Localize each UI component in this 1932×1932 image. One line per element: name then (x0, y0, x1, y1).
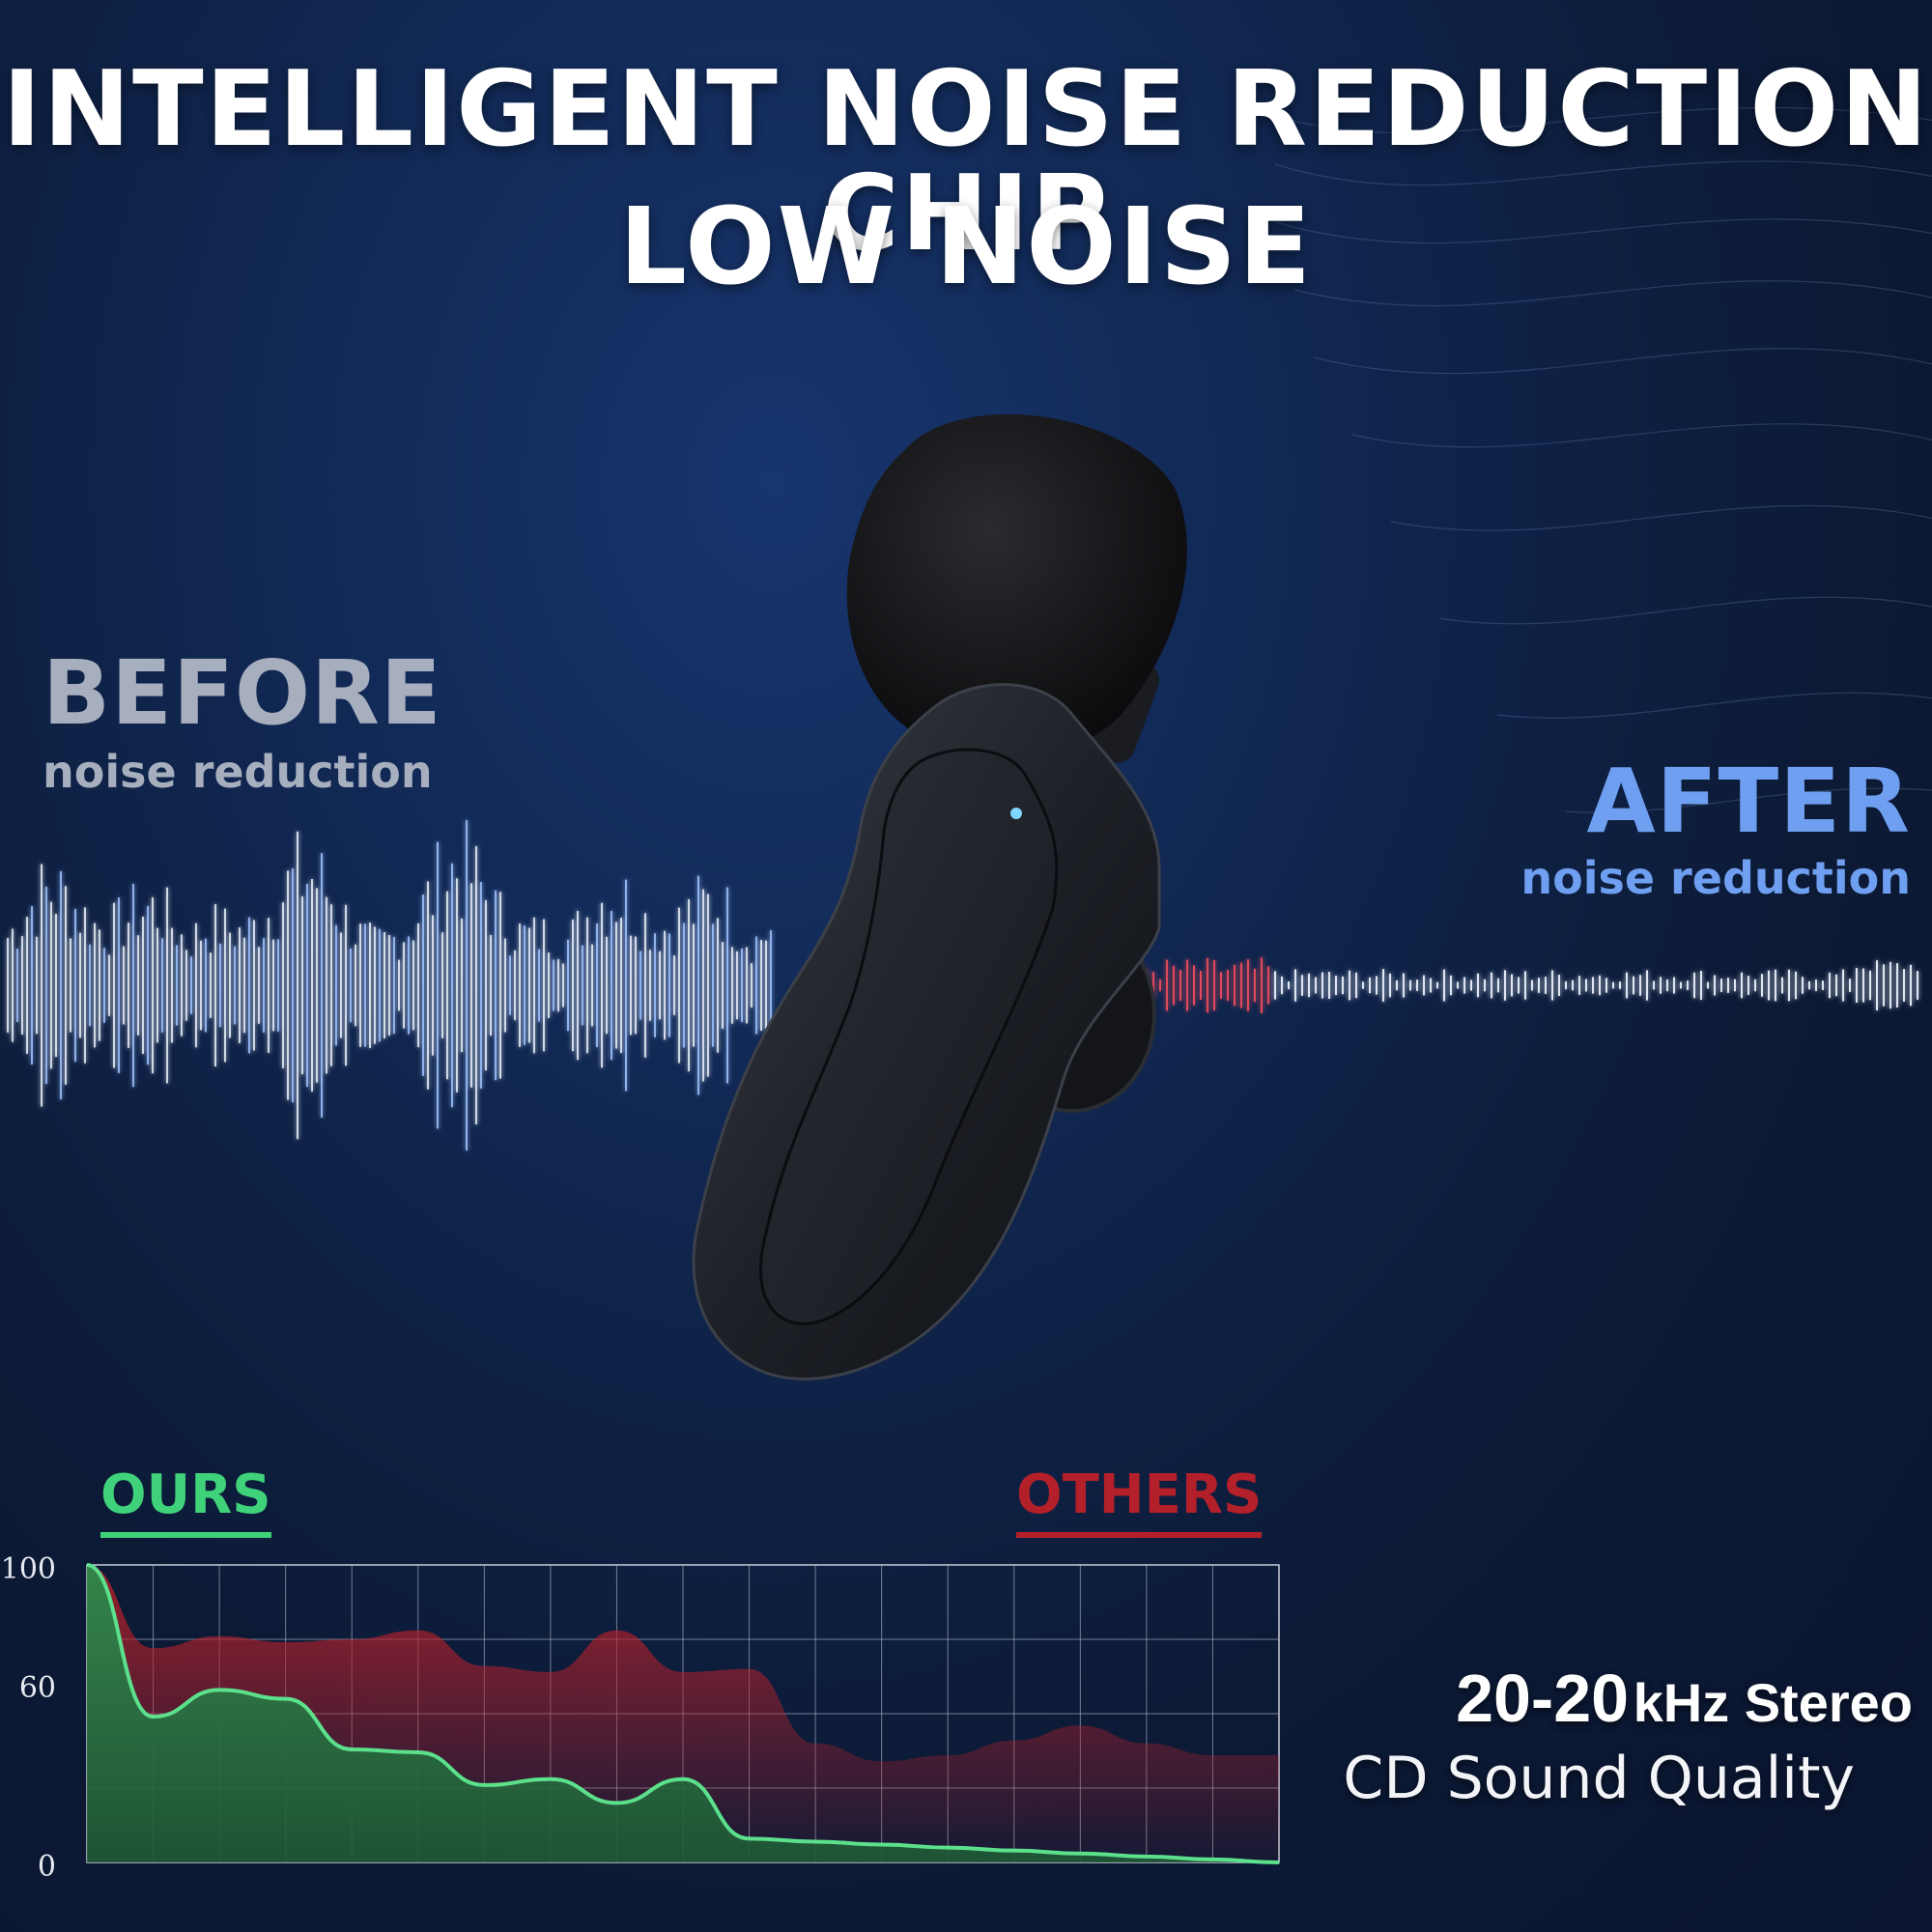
legend-others: OTHERS (1016, 1468, 1263, 1538)
others-data-point (482, 1664, 486, 1668)
before-sublabel: noise reduction (43, 746, 433, 798)
others-data-point (946, 1753, 950, 1757)
ours-data-point (1078, 1852, 1082, 1856)
frequency-spec: 20-20 kHz Stereo (1456, 1660, 1913, 1737)
others-data-point (880, 1759, 884, 1763)
ours-data-point (1145, 1855, 1149, 1859)
ours-data-point (614, 1801, 618, 1804)
ours-data-point (284, 1697, 288, 1701)
y-tick-label: 60 (19, 1671, 56, 1705)
headline-line-2: LOW NOISE (618, 185, 1314, 308)
frequency-unit: kHz Stereo (1633, 1672, 1913, 1733)
others-data-point (350, 1637, 354, 1641)
ours-data-point (1210, 1858, 1214, 1861)
waveform-graphic (7, 819, 1918, 1151)
chart-y-tick-labels: 100 60 0 (1, 1552, 56, 1884)
ours-data-point (681, 1777, 685, 1781)
others-data-point (1210, 1753, 1214, 1757)
ours-data-point (880, 1843, 884, 1847)
others-data-point (1145, 1742, 1149, 1746)
others-data-point (1012, 1739, 1016, 1743)
others-data-point (85, 1563, 89, 1567)
sound-quality-label: CD Sound Quality (1343, 1745, 1855, 1812)
ours-data-point (482, 1783, 486, 1787)
ours-data-point (946, 1846, 950, 1850)
y-tick-label: 0 (38, 1850, 56, 1884)
frequency-range: 20-20 (1456, 1661, 1630, 1736)
ours-series-line (86, 1563, 1280, 1864)
others-data-point (1078, 1723, 1082, 1727)
ours-data-point (152, 1715, 156, 1719)
ours-data-point (217, 1688, 221, 1691)
others-data-point (681, 1670, 685, 1674)
others-data-point (1277, 1753, 1281, 1757)
ours-data-point (748, 1836, 752, 1840)
others-data-point (152, 1646, 156, 1650)
ours-data-point (813, 1839, 817, 1843)
before-label: BEFORE (43, 641, 442, 745)
legend-ours: OURS (100, 1468, 271, 1538)
headline-line-1: INTELLIGENT NOISE REDUCTION CHIP (2, 49, 1930, 274)
others-data-point (748, 1667, 752, 1671)
after-sublabel: noise reduction (1520, 852, 1911, 904)
after-clean-waveform (1139, 957, 1918, 1013)
others-data-point (813, 1742, 817, 1746)
lavalier-microphone-icon (692, 413, 1187, 1380)
before-noisy-waveform (7, 819, 772, 1151)
others-data-point (614, 1629, 618, 1633)
after-label: AFTER (1586, 750, 1911, 853)
ours-series-area (87, 1565, 1279, 1862)
ours-data-point (416, 1750, 420, 1754)
noise-comparison-chart: 100 60 0 (1, 1552, 1281, 1884)
ours-data-point (350, 1747, 354, 1751)
y-tick-label: 100 (1, 1552, 56, 1586)
background-mesh-graphic (1275, 106, 1932, 813)
others-data-point (416, 1629, 420, 1633)
others-data-point (284, 1640, 288, 1644)
others-data-point (217, 1634, 221, 1638)
status-led-indicator (1010, 808, 1022, 819)
others-data-point (549, 1670, 553, 1674)
ours-data-point (549, 1777, 553, 1781)
ours-data-point (1012, 1849, 1016, 1853)
ours-data-point (1277, 1861, 1281, 1864)
